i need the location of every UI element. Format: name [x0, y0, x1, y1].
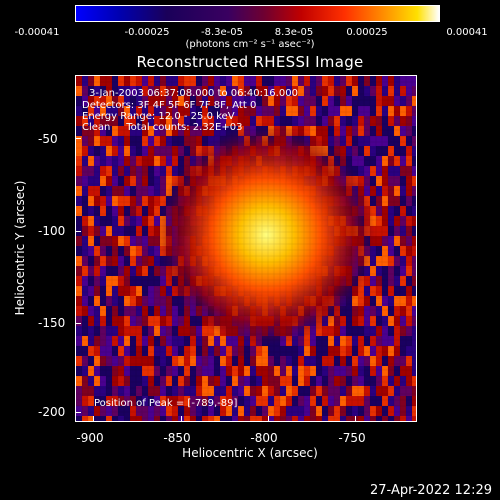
x-tick-mark [93, 416, 94, 422]
colorbar-tick-label: 0.00041 [446, 27, 488, 38]
y-tick-label: -50 [38, 132, 58, 146]
annotation-peak-position: Position of Peak = [-789,-89] [94, 398, 238, 409]
y-tick-mark [75, 231, 81, 232]
x-tick-label: -850 [163, 431, 191, 445]
datestamp: 27-Apr-2022 12:29 [370, 483, 492, 498]
colorbar-tick-label: 0.00025 [346, 27, 388, 38]
heatmap [76, 76, 416, 421]
y-tick-mark [75, 323, 81, 324]
y-axis-label: Heliocentric Y (arcsec) [13, 180, 27, 316]
annotation-detectors: Detectors: 3F 4F 5F 6F 7F 8F, Att 0 [82, 100, 257, 111]
colorbar-units: (photons cm⁻² s⁻¹ asec⁻²) [185, 39, 315, 50]
y-tick-mark [75, 412, 81, 413]
annotation-time: 3-Jan-2003 06:37:08.000 to 06:40:16.000 [89, 88, 298, 99]
y-tick-mark [75, 138, 81, 139]
x-axis-label: Heliocentric X (arcsec) [182, 446, 318, 460]
y-tick-label: -200 [38, 405, 66, 419]
x-tick-label: -900 [76, 431, 104, 445]
colorbar [75, 5, 440, 22]
annotation-clean: Clean Total counts: 2.32E+03 [82, 122, 243, 133]
image-title: Reconstructed RHESSI Image [136, 53, 364, 71]
x-tick-label: -750 [338, 431, 366, 445]
x-tick-label: -800 [250, 431, 278, 445]
y-tick-label: -100 [38, 224, 66, 238]
rhessi-image-plot: 3-Jan-2003 06:37:08.000 to 06:40:16.000 … [75, 75, 417, 422]
colorbar-tick-label: -0.00041 [14, 27, 60, 38]
x-tick-mark [268, 416, 269, 422]
annotation-energy: Energy Range: 12.0 - 25.0 keV [82, 111, 235, 122]
y-tick-label: -150 [38, 316, 66, 330]
colorbar-tick-label: -8.3e-05 [201, 27, 243, 38]
x-tick-mark [181, 416, 182, 422]
colorbar-tick-label: 8.3e-05 [274, 27, 314, 38]
colorbar-tick-label: -0.00025 [124, 27, 170, 38]
x-tick-mark [355, 416, 356, 422]
